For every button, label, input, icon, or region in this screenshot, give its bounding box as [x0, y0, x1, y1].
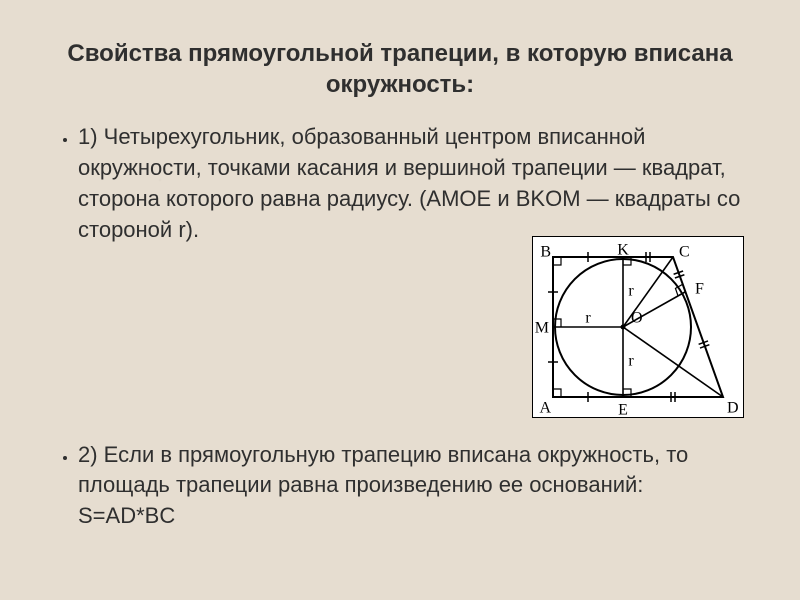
slide-title: Свойства прямоугольной трапеции, в котор… [56, 38, 744, 100]
trapezoid-figure: r r r A B C D M K E F O [532, 236, 744, 418]
svg-text:F: F [695, 280, 704, 297]
svg-text:C: C [679, 243, 690, 260]
properties-list: 1) Четырехугольник, образованный центром… [56, 122, 744, 532]
svg-text:E: E [618, 401, 628, 416]
svg-text:A: A [539, 399, 551, 416]
svg-text:r: r [628, 282, 634, 299]
svg-text:r: r [585, 309, 591, 326]
trapezoid-diagram-svg: r r r A B C D M K E F O [533, 237, 743, 417]
svg-text:O: O [631, 309, 643, 326]
property-1: 1) Четырехугольник, образованный центром… [78, 122, 744, 421]
svg-text:M: M [535, 319, 549, 336]
svg-text:r: r [628, 352, 634, 369]
property-2: 2) Если в прямоугольную трапецию вписана… [78, 440, 744, 532]
property-1-text: 1) Четырехугольник, образованный центром… [78, 122, 744, 245]
svg-text:B: B [540, 243, 551, 260]
svg-text:D: D [727, 399, 739, 416]
svg-text:K: K [617, 241, 629, 258]
property-2-text: 2) Если в прямоугольную трапецию вписана… [78, 440, 744, 532]
